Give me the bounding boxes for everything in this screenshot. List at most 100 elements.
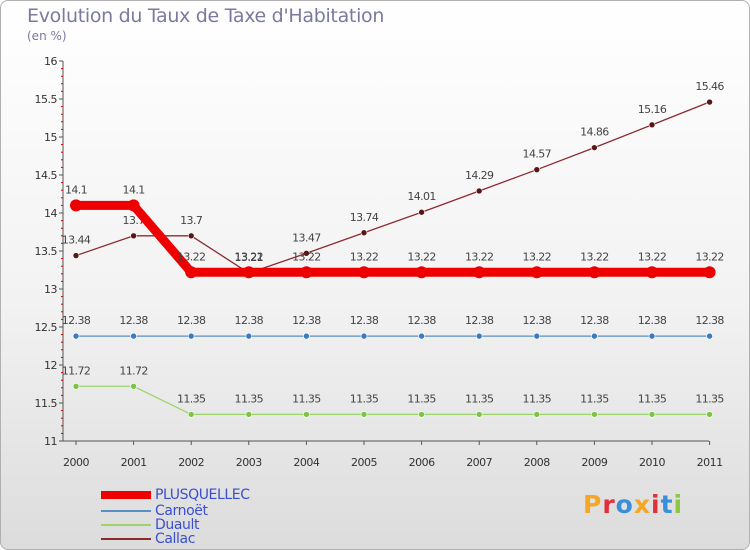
data-label: 13.44 xyxy=(62,234,91,247)
data-point xyxy=(358,266,370,279)
data-point xyxy=(706,98,713,106)
logo-letter: i xyxy=(651,490,661,519)
data-label: 14.1 xyxy=(65,183,87,196)
data-point xyxy=(127,199,140,212)
data-point xyxy=(530,266,543,279)
legend-label-plusquellec: PLUSQUELLEC xyxy=(155,487,250,503)
x-tick-label: 2005 xyxy=(351,456,377,469)
data-label: 11.35 xyxy=(350,392,379,405)
data-label: 11.72 xyxy=(62,364,91,377)
y-tick-label: 11.5 xyxy=(35,397,58,410)
legend-item-duault[interactable]: Duault xyxy=(101,517,199,533)
legend-swatch-plusquellec xyxy=(101,491,151,499)
data-point xyxy=(360,332,368,340)
data-label: 11.35 xyxy=(523,392,552,405)
data-point xyxy=(648,121,656,129)
data-point xyxy=(706,332,713,340)
legend-swatch-carnoet xyxy=(101,510,151,512)
data-label: 11.35 xyxy=(235,392,264,405)
data-point xyxy=(533,166,541,173)
data-point xyxy=(130,382,137,390)
data-point xyxy=(706,411,713,418)
data-label: 11.35 xyxy=(695,392,724,405)
y-tick-label: 13 xyxy=(44,283,57,296)
data-point xyxy=(475,411,483,418)
data-point xyxy=(72,382,80,390)
data-label: 11.35 xyxy=(407,392,436,405)
logo-letter: i xyxy=(673,490,684,519)
data-point xyxy=(588,266,601,279)
data-label: 13.22 xyxy=(235,250,264,263)
data-label: 13.22 xyxy=(465,250,494,263)
data-point xyxy=(185,266,198,279)
data-label: 13.47 xyxy=(292,231,321,244)
chart-title: Evolution du Taux de Taxe d'Habitation xyxy=(27,5,385,27)
data-label: 11.35 xyxy=(177,392,206,405)
data-point xyxy=(475,187,483,195)
x-tick-label: 2008 xyxy=(524,456,550,469)
x-tick-label: 2003 xyxy=(236,456,262,469)
data-label: 13.22 xyxy=(177,250,206,263)
data-point xyxy=(130,332,137,340)
logo-letter: P xyxy=(583,490,603,519)
data-label: 14.86 xyxy=(580,126,609,139)
logo-letter: x xyxy=(633,490,651,519)
data-point xyxy=(533,411,541,418)
data-point xyxy=(303,411,310,418)
data-label: 13.22 xyxy=(350,250,379,263)
logo-letter: r xyxy=(602,490,616,519)
x-tick-label: 2004 xyxy=(293,456,319,469)
data-point xyxy=(648,411,656,418)
data-point xyxy=(130,232,137,240)
legend-label-callac: Callac xyxy=(155,531,196,547)
y-tick-label: 16 xyxy=(44,55,57,68)
data-point xyxy=(72,332,80,340)
data-point xyxy=(591,411,598,418)
proxiti-logo: Proxiti xyxy=(583,490,683,519)
x-tick-label: 2006 xyxy=(409,456,435,469)
data-label: 11.72 xyxy=(119,364,148,377)
logo-letter: t xyxy=(660,490,674,519)
y-tick-label: 14 xyxy=(44,207,57,220)
data-point xyxy=(418,208,425,216)
y-tick-label: 12.5 xyxy=(35,321,58,334)
data-label: 12.38 xyxy=(580,314,609,327)
data-label: 11.35 xyxy=(580,392,609,405)
data-label: 13.22 xyxy=(695,250,724,263)
series-line-duault xyxy=(76,385,710,416)
data-label: 14.01 xyxy=(407,190,436,203)
legend-item-plusquellec[interactable]: PLUSQUELLEC xyxy=(101,487,250,503)
legend-item-callac[interactable]: Callac xyxy=(101,531,195,547)
legend-swatch-duault xyxy=(101,524,151,526)
y-tick-label: 14.5 xyxy=(35,169,58,182)
data-point xyxy=(418,411,425,418)
data-label: 14.57 xyxy=(523,148,552,161)
x-tick-label: 2001 xyxy=(121,456,147,469)
legend-label-carnoet: Carnoët xyxy=(155,503,208,519)
data-label: 11.35 xyxy=(638,392,667,405)
data-point xyxy=(245,411,253,418)
data-label: 12.38 xyxy=(235,314,264,327)
data-point xyxy=(591,144,598,151)
data-label: 13.22 xyxy=(407,250,436,263)
data-point xyxy=(703,266,716,279)
data-point xyxy=(300,266,313,279)
data-label: 12.38 xyxy=(695,314,724,327)
x-tick-label: 2002 xyxy=(178,456,204,469)
data-label: 13.21 xyxy=(235,251,264,264)
data-label: 11.35 xyxy=(465,392,494,405)
series-line-callac xyxy=(75,101,710,274)
data-point xyxy=(242,266,255,279)
x-tick-label: 2000 xyxy=(63,456,89,469)
x-tick-label: 2009 xyxy=(581,456,607,469)
y-tick-label: 13.5 xyxy=(35,245,58,258)
y-tick-label: 15 xyxy=(44,131,57,144)
data-point xyxy=(646,266,658,279)
data-label: 13.22 xyxy=(523,250,552,263)
data-label: 14.1 xyxy=(123,183,145,196)
legend-item-carnoet[interactable]: Carnoët xyxy=(101,503,208,519)
logo-letter: o xyxy=(615,490,634,519)
chart-subtitle: (en %) xyxy=(27,29,67,43)
